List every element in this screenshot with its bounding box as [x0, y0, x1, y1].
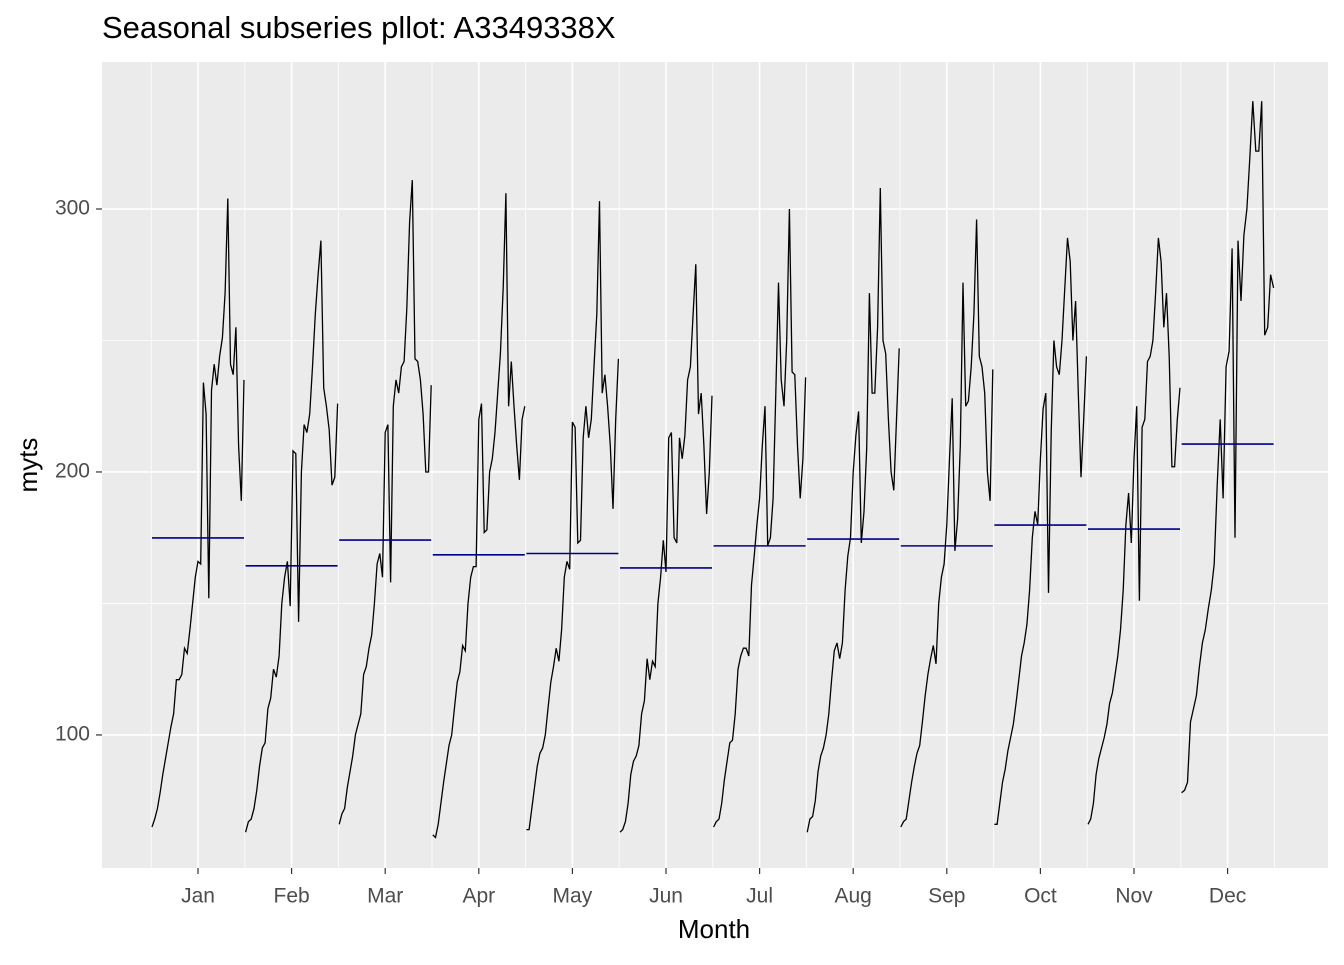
x-tick-label: Dec [1209, 885, 1246, 908]
y-axis-label: myts [13, 438, 43, 493]
subseries-line [994, 237, 1088, 825]
subseries-line [338, 180, 432, 825]
subseries-line [1087, 237, 1181, 825]
x-tick-label: Sep [928, 885, 965, 908]
x-tick-label: Nov [1115, 885, 1153, 908]
x-tick-label: Feb [274, 885, 310, 908]
subseries-line [1181, 101, 1275, 794]
subseries-line [713, 208, 807, 828]
subseries-line [806, 187, 900, 833]
subseries-line [244, 240, 339, 833]
x-tick-label: Oct [1024, 885, 1057, 908]
x-tick-label: Mar [367, 885, 403, 908]
x-tick-label: Jan [181, 885, 215, 908]
x-axis-label: Month [678, 914, 750, 944]
subseries-line [619, 264, 713, 833]
y-tick-label: 300 [55, 197, 90, 220]
x-tick-label: Aug [835, 885, 872, 908]
x-tick-label: Jun [649, 885, 683, 908]
chart-title: Seasonal subseries pllot: A3349338X [102, 10, 616, 45]
y-tick-label: 100 [55, 722, 90, 745]
x-tick-label: Jul [746, 885, 773, 908]
subseries-line [151, 198, 245, 828]
y-tick-label: 200 [55, 460, 90, 483]
subseries-line [900, 219, 994, 828]
subseries-line [432, 193, 526, 839]
panel [102, 62, 1328, 868]
x-tick-label: Apr [462, 885, 495, 908]
subseries-line [526, 201, 620, 831]
x-tick-label: May [553, 885, 593, 908]
